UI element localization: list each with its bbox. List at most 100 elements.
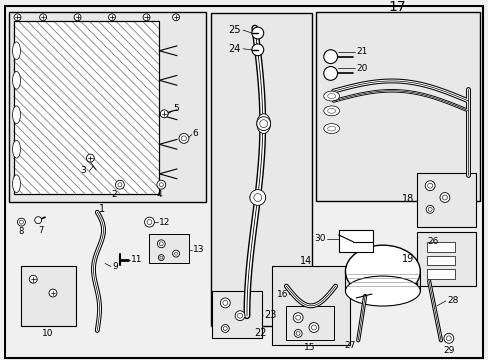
Text: 13: 13: [192, 245, 204, 254]
Circle shape: [235, 311, 244, 321]
Circle shape: [223, 300, 227, 305]
Text: 8: 8: [19, 228, 24, 237]
Circle shape: [256, 117, 270, 131]
Circle shape: [20, 220, 23, 224]
Circle shape: [157, 240, 165, 248]
Bar: [427, 269, 454, 279]
Circle shape: [86, 154, 94, 162]
Ellipse shape: [345, 245, 419, 298]
Text: 19: 19: [401, 253, 413, 264]
Circle shape: [426, 206, 433, 213]
Text: 11: 11: [130, 255, 142, 264]
Circle shape: [174, 252, 177, 255]
Ellipse shape: [327, 94, 335, 99]
Bar: [14, 21, 159, 194]
Circle shape: [296, 332, 300, 336]
Circle shape: [160, 256, 163, 259]
Circle shape: [220, 298, 230, 308]
Circle shape: [249, 190, 265, 206]
Ellipse shape: [13, 140, 20, 158]
Circle shape: [251, 27, 263, 39]
Bar: [416, 173, 475, 227]
Circle shape: [221, 325, 229, 332]
Text: 5: 5: [173, 104, 179, 113]
Text: 1: 1: [99, 204, 105, 214]
Circle shape: [160, 110, 168, 118]
Text: 23: 23: [264, 310, 277, 320]
Text: 18: 18: [401, 194, 413, 204]
Circle shape: [118, 183, 122, 187]
Ellipse shape: [13, 175, 20, 193]
Text: 10: 10: [42, 329, 54, 338]
Circle shape: [443, 333, 453, 343]
Circle shape: [108, 14, 115, 21]
Text: 24: 24: [228, 44, 240, 54]
Text: 12: 12: [159, 218, 170, 227]
Circle shape: [427, 207, 431, 211]
Text: 30: 30: [314, 234, 325, 243]
Circle shape: [251, 44, 263, 56]
Text: 6: 6: [192, 129, 198, 138]
Bar: [210, 13, 311, 325]
Text: 20: 20: [356, 64, 367, 73]
Circle shape: [40, 14, 46, 21]
Circle shape: [159, 183, 163, 187]
Text: 28: 28: [446, 296, 457, 305]
Circle shape: [172, 14, 179, 21]
Bar: [315, 12, 479, 202]
Circle shape: [293, 313, 303, 323]
Bar: [149, 234, 188, 264]
Text: 26: 26: [427, 237, 438, 246]
Bar: [427, 256, 454, 265]
Text: 17: 17: [388, 0, 406, 14]
Circle shape: [159, 242, 163, 246]
Circle shape: [181, 136, 186, 141]
Circle shape: [179, 134, 188, 143]
Circle shape: [427, 183, 432, 188]
Circle shape: [35, 217, 41, 224]
Circle shape: [253, 194, 261, 202]
Bar: [338, 230, 372, 252]
Ellipse shape: [323, 123, 339, 134]
Circle shape: [323, 50, 337, 64]
Text: 3: 3: [81, 166, 86, 175]
Ellipse shape: [256, 114, 270, 134]
Bar: [271, 266, 350, 345]
Circle shape: [295, 315, 300, 320]
Text: 29: 29: [442, 346, 454, 355]
Circle shape: [143, 14, 150, 21]
Bar: [9, 12, 205, 202]
Bar: [416, 232, 475, 286]
Circle shape: [158, 255, 164, 261]
Circle shape: [223, 327, 227, 330]
Circle shape: [311, 325, 316, 330]
Text: 16: 16: [276, 289, 287, 298]
Circle shape: [144, 217, 154, 227]
Ellipse shape: [13, 42, 20, 60]
Circle shape: [29, 275, 37, 283]
Circle shape: [49, 289, 57, 297]
Text: 25: 25: [228, 25, 240, 35]
Bar: [21, 266, 76, 325]
Ellipse shape: [249, 193, 265, 202]
Text: 9: 9: [112, 262, 118, 271]
Text: 14: 14: [299, 256, 311, 266]
Text: 22: 22: [254, 328, 266, 338]
Ellipse shape: [323, 106, 339, 116]
Circle shape: [115, 180, 124, 189]
Circle shape: [157, 180, 165, 189]
Bar: [212, 291, 261, 338]
Text: 15: 15: [304, 343, 315, 352]
Ellipse shape: [327, 126, 335, 131]
Text: 27: 27: [344, 341, 355, 350]
Ellipse shape: [323, 91, 339, 101]
Circle shape: [74, 14, 81, 21]
Circle shape: [259, 120, 267, 127]
Circle shape: [308, 323, 318, 332]
Circle shape: [439, 193, 449, 202]
Text: 4: 4: [156, 190, 162, 199]
Bar: [286, 306, 333, 340]
Text: 21: 21: [356, 47, 367, 56]
Circle shape: [237, 313, 242, 318]
Bar: [14, 21, 159, 194]
